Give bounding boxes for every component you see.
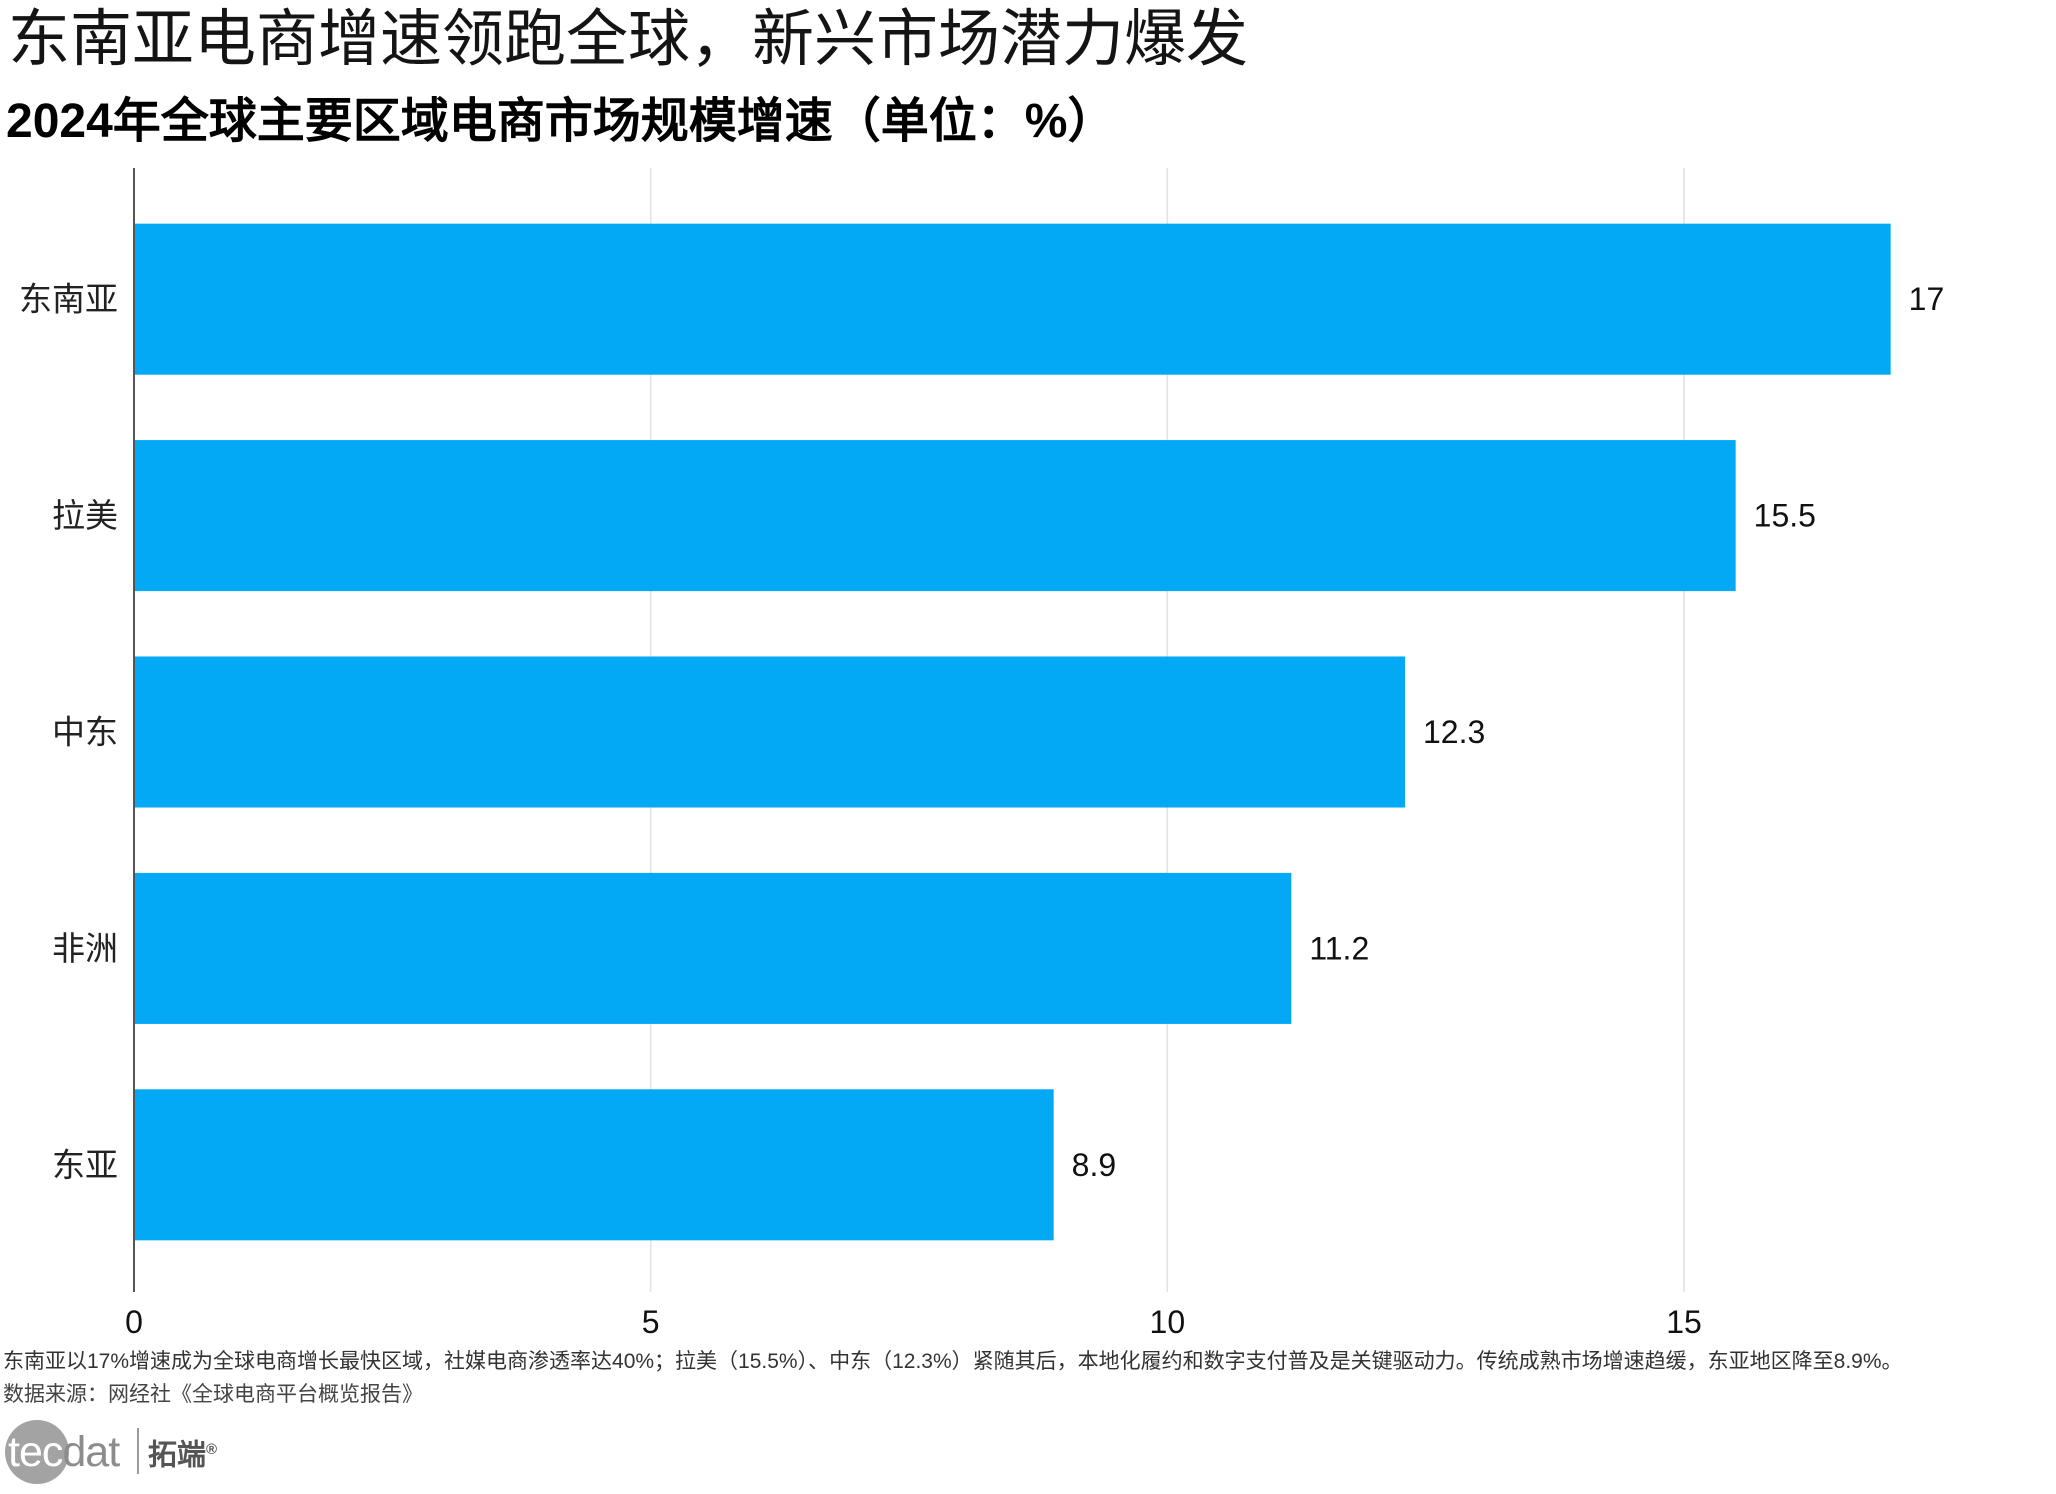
bar [134,223,1891,375]
x-tick-label: 0 [125,1304,143,1340]
logo-wordmark: tecdat [8,1428,120,1476]
logo-brand: 拓端® [148,1432,217,1474]
logo-circle-icon [5,1420,69,1484]
category-label: 中东 [52,713,118,752]
x-tick-label: 15 [1666,1304,1702,1340]
x-tick-label: 10 [1150,1304,1186,1340]
logo-divider [137,1428,139,1474]
logo-brand-text: 拓端 [148,1439,207,1472]
value-label: 15.5 [1754,498,1816,534]
category-label: 拉美 [52,496,118,535]
bar [134,656,1405,808]
footnote: 东南亚以17%增速成为全球电商增长最快区域，社媒电商渗透率达40%；拉美（15.… [3,1350,1903,1373]
bar [134,440,1736,592]
logo: tecdat 拓端® [0,1418,260,1488]
registered-mark: ® [206,1441,218,1458]
headline: 东南亚电商增速领跑全球，新兴市场潜力爆发 [8,2,1249,75]
chart-title: 2024年全球主要区域电商市场规模增速（单位：%） [6,95,1116,148]
value-label: 11.2 [1309,930,1369,966]
category-label: 东亚 [52,1145,118,1184]
x-tick-label: 5 [642,1304,660,1340]
value-label: 8.9 [1072,1147,1116,1183]
category-label: 非洲 [52,929,118,968]
bar [134,872,1292,1024]
value-label: 12.3 [1423,714,1485,750]
value-label: 17 [1909,281,1945,317]
horizontal-bar-chart: 东南亚 17 拉美 15.5 中东 12.3 非洲 11.2 东亚 8.9 0 5 10 15 [19,168,1945,1340]
bar [134,1089,1054,1241]
category-label: 东南亚 [19,280,118,319]
logo-word-left: tec [8,1428,63,1476]
logo-word-right: dat [62,1428,120,1476]
source-note: 数据来源：网经社《全球电商平台概览报告》 [3,1383,423,1406]
